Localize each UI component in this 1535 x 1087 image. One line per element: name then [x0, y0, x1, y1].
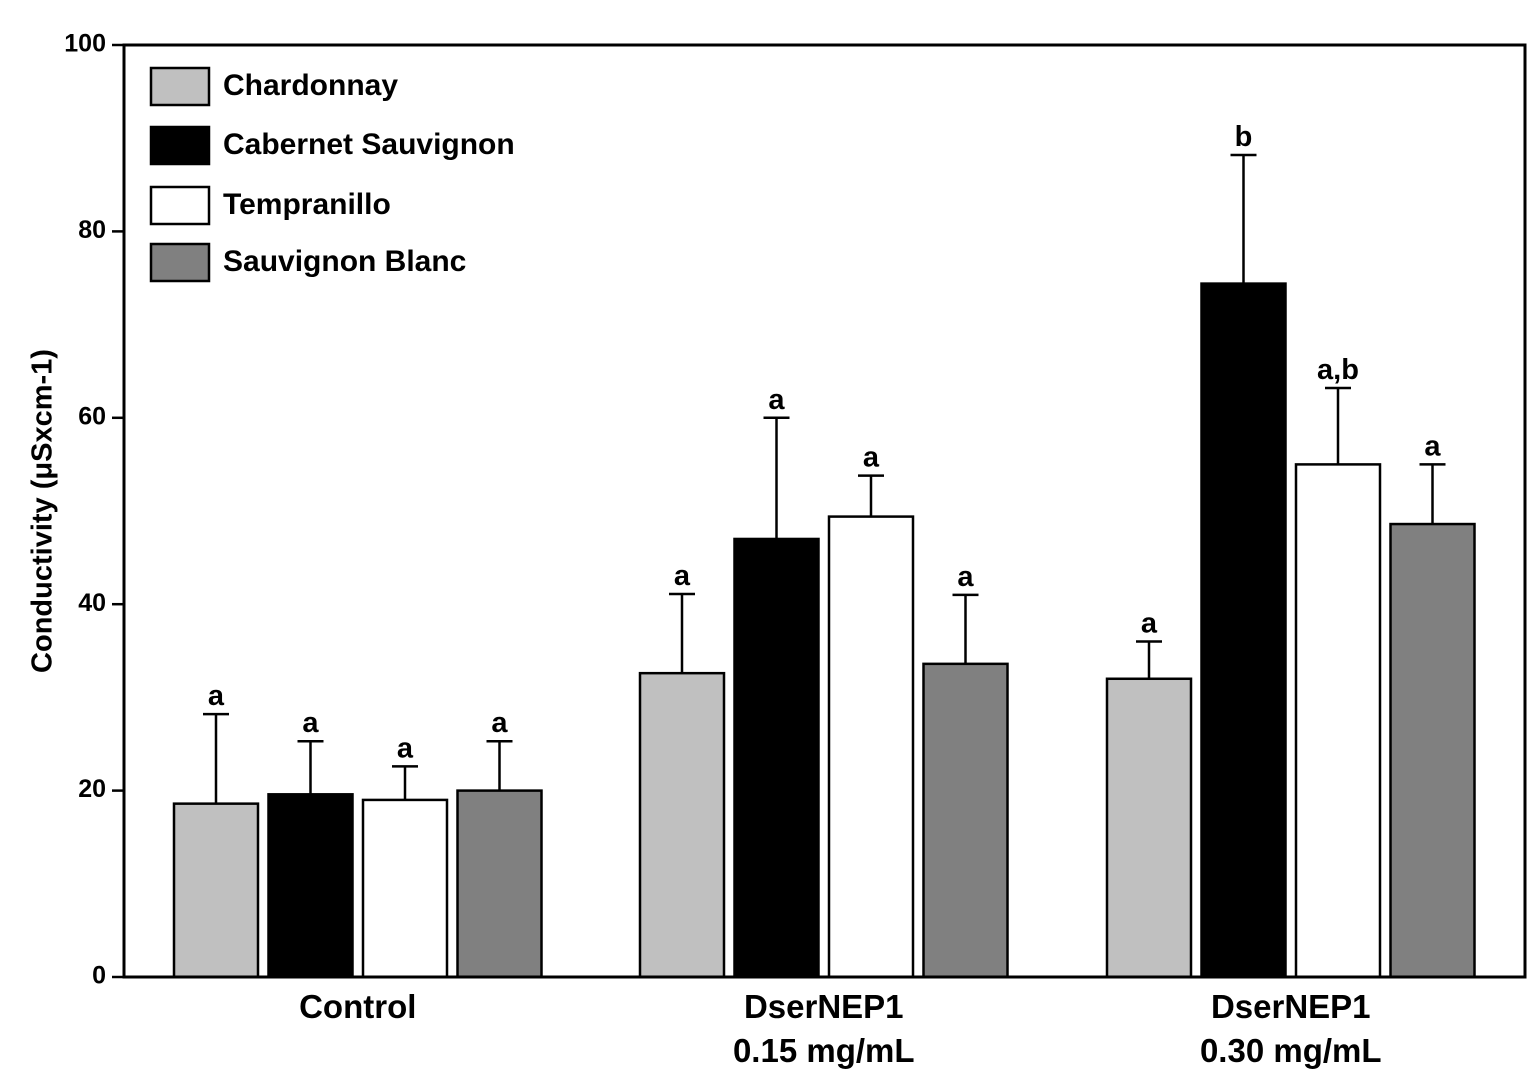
significance-label: b: [1235, 121, 1253, 153]
bar: [922, 662, 1009, 979]
bar: [1105, 677, 1193, 979]
legend-swatch: [149, 242, 211, 283]
bar: [1294, 463, 1382, 979]
significance-label: a: [302, 707, 319, 739]
y-tick-label: 0: [92, 962, 106, 990]
y-tick-label: 100: [64, 30, 106, 58]
legend-label: Cabernet Sauvignon: [223, 128, 515, 161]
error-bars-layer: [203, 153, 1446, 804]
significance-label: a: [397, 732, 414, 764]
significance-label: a: [491, 707, 508, 739]
x-axis: Control DserNEP1 0.15 mg/mL DserNEP1 0.30 mg…: [299, 988, 1381, 1069]
y-tick-label: 20: [78, 775, 106, 803]
y-axis: 0 20 40 60 80 100: [64, 30, 124, 990]
significance-labels-layer: a a a a a a a a a b a,b a: [208, 121, 1442, 764]
bar: [733, 537, 820, 979]
legend-swatch: [149, 185, 211, 226]
legend-label: Sauvignon Blanc: [223, 245, 466, 278]
legend-swatch: [149, 66, 211, 107]
legend-swatch: [149, 125, 211, 166]
bar: [172, 802, 260, 979]
y-tick-label: 60: [78, 402, 106, 430]
significance-label: a: [674, 560, 691, 592]
bar: [456, 789, 543, 979]
bars-layer: [172, 282, 1476, 979]
bar: [1200, 282, 1287, 979]
x-category-label: Control: [299, 988, 416, 1025]
significance-label: a: [1424, 430, 1441, 462]
bar: [361, 798, 449, 979]
legend-label: Chardonnay: [223, 69, 398, 102]
significance-label: a,b: [1317, 354, 1359, 386]
bar: [827, 515, 915, 979]
y-axis-title: Conductivity (μSxcm-1): [27, 349, 59, 673]
x-category-label: DserNEP1: [1211, 988, 1371, 1025]
x-category-label-line2: 0.30 mg/mL: [1200, 1032, 1382, 1069]
significance-label: a: [1141, 607, 1158, 639]
legend: Chardonnay Cabernet Sauvignon Tempranillo S…: [149, 66, 515, 283]
y-tick-label: 40: [78, 589, 106, 617]
x-category-label-line2: 0.15 mg/mL: [733, 1032, 915, 1069]
legend-label: Tempranillo: [223, 188, 391, 221]
significance-label: a: [208, 680, 225, 712]
bar: [1389, 522, 1476, 979]
bar: [267, 793, 354, 979]
plot-frame: [122, 43, 1527, 979]
bar: [638, 671, 726, 979]
significance-label: a: [768, 384, 785, 416]
x-category-label: DserNEP1: [744, 988, 904, 1025]
significance-label: a: [957, 561, 974, 593]
significance-label: a: [863, 442, 880, 474]
y-tick-label: 80: [78, 216, 106, 244]
